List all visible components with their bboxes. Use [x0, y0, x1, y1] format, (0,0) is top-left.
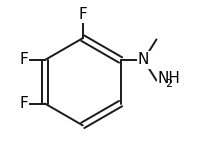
Text: 2: 2: [165, 79, 172, 89]
Text: F: F: [19, 96, 28, 111]
Text: NH: NH: [157, 71, 180, 86]
Text: F: F: [78, 7, 87, 22]
Text: F: F: [19, 53, 28, 67]
Text: N: N: [138, 53, 149, 67]
